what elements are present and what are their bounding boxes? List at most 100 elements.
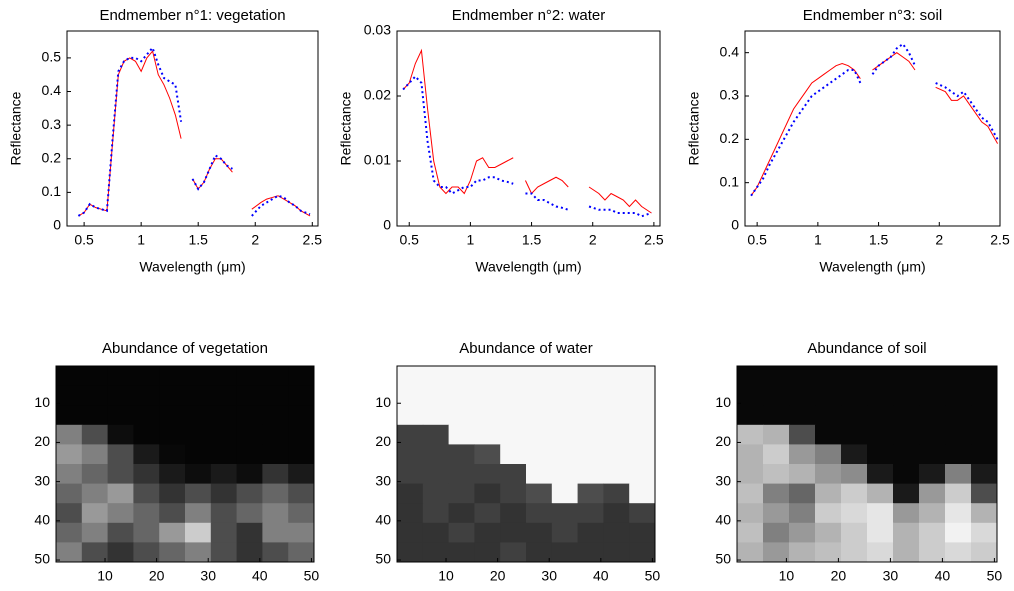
abundance-cell bbox=[448, 424, 475, 445]
x-tick-label: 2.5 bbox=[644, 232, 664, 248]
abundance-cell bbox=[236, 542, 263, 563]
abundance-cell bbox=[603, 405, 630, 426]
abundance-cell bbox=[867, 503, 894, 524]
abundance-cell bbox=[971, 444, 998, 465]
abundance-cell bbox=[133, 424, 160, 445]
spectrum-line bbox=[750, 42, 999, 197]
abundance-cell bbox=[841, 522, 868, 543]
abundance-cell bbox=[236, 385, 263, 406]
x-tick-label: 2 bbox=[251, 232, 259, 248]
abundance-cell bbox=[919, 444, 946, 465]
abundance-cell bbox=[841, 464, 868, 485]
abundance-cell bbox=[210, 405, 238, 426]
abundance-cell bbox=[815, 483, 842, 504]
abundance-cell bbox=[841, 366, 868, 387]
abundance-cell bbox=[397, 542, 424, 563]
abundance-cell bbox=[56, 503, 83, 524]
abundance-cell bbox=[474, 405, 501, 426]
abundance-cell bbox=[262, 483, 289, 504]
abundance-cell bbox=[526, 483, 553, 504]
abundance-cell bbox=[133, 542, 160, 563]
abundance-cell bbox=[288, 385, 315, 406]
abundance-cell bbox=[107, 366, 134, 387]
abundance-cell bbox=[763, 542, 790, 563]
abundance-cell bbox=[867, 405, 894, 426]
abundance-cell bbox=[210, 444, 238, 465]
abundance-cell bbox=[81, 424, 109, 445]
abundance-cell bbox=[815, 522, 842, 543]
y-tick-label: 20 bbox=[375, 433, 391, 449]
abundance-cell bbox=[815, 542, 842, 563]
abundance-cell bbox=[159, 483, 186, 504]
abundance-cell bbox=[867, 464, 894, 485]
abundance-cell bbox=[262, 464, 289, 485]
abundance-cell bbox=[551, 522, 579, 543]
abundance-cell bbox=[841, 503, 868, 524]
abundance-cell bbox=[919, 542, 946, 563]
abundance-cell bbox=[397, 385, 424, 406]
abundance-cell bbox=[448, 542, 475, 563]
abundance-cell bbox=[577, 483, 604, 504]
abundance-cell bbox=[474, 385, 501, 406]
abundance-cell bbox=[763, 405, 790, 426]
abundance-cell bbox=[474, 503, 501, 524]
abundance-cell bbox=[789, 424, 816, 445]
abundance-cell bbox=[185, 503, 212, 524]
abundance-cell bbox=[577, 405, 604, 426]
abundance-cell bbox=[841, 424, 868, 445]
abundance-cell bbox=[262, 424, 289, 445]
abundance-cell bbox=[763, 385, 790, 406]
abundance-cell bbox=[500, 366, 527, 387]
abundance-cell bbox=[893, 385, 920, 406]
abundance-cell bbox=[971, 464, 998, 485]
abundance-cell bbox=[526, 405, 553, 426]
y-tick-label: 10 bbox=[34, 394, 50, 410]
axes-box bbox=[66, 30, 319, 227]
abundance-cell bbox=[945, 503, 972, 524]
abundance-cell bbox=[185, 366, 212, 387]
abundance-cell bbox=[603, 444, 630, 465]
abundance-cell bbox=[629, 483, 656, 504]
abundance-cell bbox=[262, 522, 289, 543]
abundance-cell bbox=[867, 385, 894, 406]
abundance-cell bbox=[262, 405, 289, 426]
abundance-cell bbox=[107, 522, 134, 543]
y-tick-label: 50 bbox=[375, 551, 391, 567]
abundance-cell bbox=[919, 522, 946, 543]
abundance-cell bbox=[893, 542, 920, 563]
abundance-cell bbox=[133, 385, 160, 406]
abundance-cell bbox=[474, 483, 501, 504]
abundance-cell bbox=[397, 424, 424, 445]
abundance-cell bbox=[448, 503, 475, 524]
abundance-cell bbox=[107, 542, 134, 563]
abundance-cell bbox=[815, 503, 842, 524]
abundance-cell bbox=[577, 444, 604, 465]
abundance-cell bbox=[133, 522, 160, 543]
abundance-cell bbox=[133, 503, 160, 524]
abundance-cell bbox=[107, 444, 134, 465]
abundance-cell bbox=[551, 424, 579, 445]
abundance-cell bbox=[815, 444, 842, 465]
abundance-cell bbox=[893, 366, 920, 387]
x-tick-label: 10 bbox=[97, 568, 113, 584]
abundance-cell bbox=[210, 483, 238, 504]
y-tick-label: 0.3 bbox=[720, 87, 740, 103]
abundance-cell bbox=[737, 405, 764, 426]
abundance-cell bbox=[397, 522, 424, 543]
x-tick-label: 40 bbox=[935, 568, 951, 584]
abundance-cell bbox=[56, 444, 83, 465]
abundance-cell bbox=[185, 522, 212, 543]
y-tick-label: 30 bbox=[375, 472, 391, 488]
abundance-cell bbox=[56, 464, 83, 485]
abundance-cell bbox=[893, 405, 920, 426]
abundance-cell bbox=[448, 444, 475, 465]
y-tick-label: 30 bbox=[34, 472, 50, 488]
abundance-cell bbox=[500, 542, 527, 563]
y-tick-label: 30 bbox=[715, 472, 731, 488]
abundance-cell bbox=[841, 483, 868, 504]
abundance-cell bbox=[56, 483, 83, 504]
abundance-cell bbox=[185, 424, 212, 445]
abundance-cell bbox=[577, 366, 604, 387]
y-tick-label: 0.5 bbox=[42, 49, 62, 65]
